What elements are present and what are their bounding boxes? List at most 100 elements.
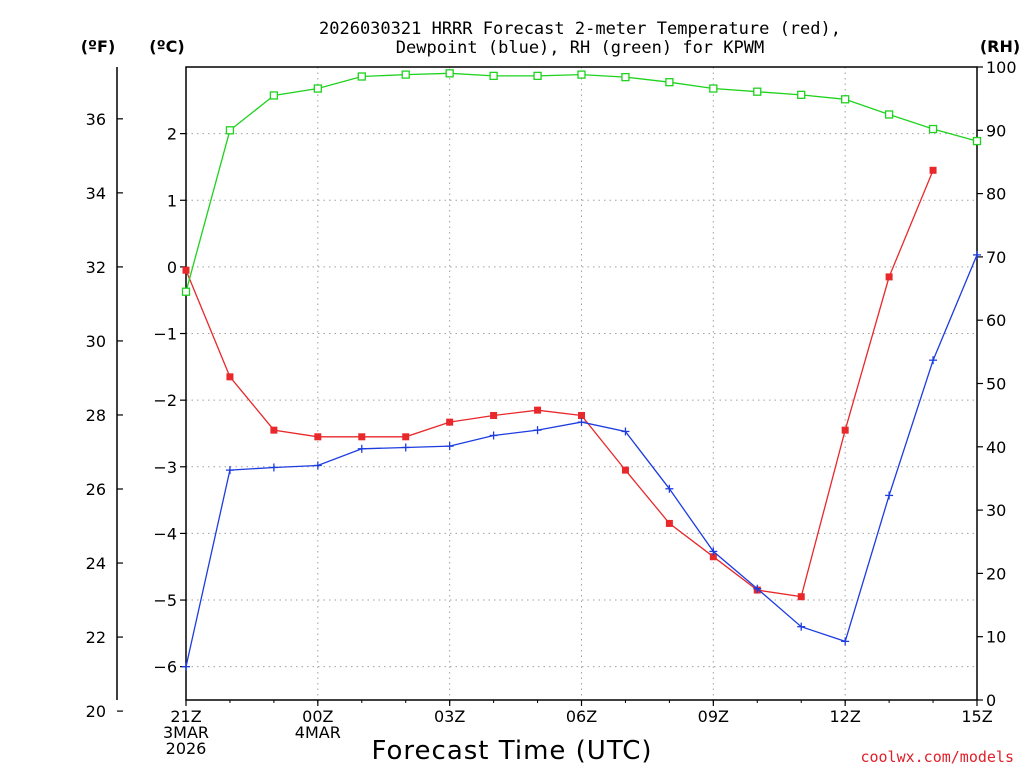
temperature-point (358, 433, 366, 441)
x-year-label: 2026 (166, 739, 207, 758)
rh-tick-label: 80 (986, 185, 1006, 204)
fahrenheit-tick-label: 22 (86, 628, 106, 647)
rh-point (709, 84, 718, 93)
dewpoint-point (841, 637, 850, 646)
rh-point (313, 84, 322, 93)
x-tick-label: 06Z (566, 707, 597, 726)
rh-point (665, 78, 674, 87)
dewpoint-point (665, 484, 674, 493)
temperature-point (841, 426, 849, 434)
rh-tick-label: 0 (986, 691, 996, 710)
temperature-point (490, 411, 498, 419)
dewpoint-point (621, 427, 630, 436)
celsius-tick-label: −6 (153, 658, 177, 677)
dewpoint-point (313, 461, 322, 470)
fahrenheit-unit-label: (ºF) (81, 37, 116, 56)
rh-tick-label: 90 (986, 121, 1006, 140)
celsius-tick-label: −4 (153, 524, 177, 543)
temperature-point (270, 426, 278, 434)
chart-subtitle: Dewpoint (blue), RH (green) for KPWM (396, 38, 764, 58)
rh-point (797, 90, 806, 100)
series-temperature (182, 166, 937, 601)
fahrenheit-tick-label: 26 (86, 480, 106, 499)
dewpoint-point (709, 547, 718, 556)
fahrenheit-tick-label: 32 (86, 258, 106, 277)
rh-tick-label: 50 (986, 375, 1006, 394)
rh-tick-label: 100 (986, 58, 1017, 77)
rh-tick-label: 10 (986, 628, 1006, 647)
dewpoint-point (401, 443, 410, 452)
dewpoint-point (577, 418, 586, 427)
fahrenheit-tick-label: 28 (86, 406, 106, 425)
dewpoint-point (929, 356, 938, 365)
rh-tick-label: 70 (986, 248, 1006, 267)
dewpoint-point (753, 584, 762, 593)
rh-point (928, 124, 938, 134)
x-tick-label: 00Z (302, 707, 333, 726)
fahrenheit-tick-label: 34 (86, 184, 106, 203)
rh-tick-label: 20 (986, 564, 1006, 583)
celsius-tick-label: 1 (167, 191, 177, 210)
temperature-point (402, 433, 410, 441)
rh-tick-label: 60 (986, 311, 1006, 330)
dewpoint-point (973, 250, 981, 259)
rh-point (533, 71, 542, 81)
tick-labels: −6 −5 −4 −3 −2 −1 0 1 2 20 22 24 26 28 30 32 34 36 0 10 20 30… (86, 58, 1017, 758)
dewpoint-point (182, 662, 190, 671)
dewpoint-point (533, 426, 542, 435)
temperature-point (446, 418, 454, 426)
x-tick-label: 12Z (830, 707, 861, 726)
temperature-point (709, 553, 717, 561)
fahrenheit-tick-label: 20 (86, 702, 106, 721)
temperature-point (226, 373, 234, 381)
dewpoint-point (797, 622, 806, 631)
rh-tick-label: 40 (986, 438, 1006, 457)
rh-point (753, 87, 762, 96)
celsius-unit-label: (ºC) (149, 37, 184, 56)
temperature-point (314, 433, 322, 441)
x-date-label: 3MAR (163, 723, 209, 742)
rh-point (489, 71, 498, 81)
series-dewpoint (182, 250, 981, 671)
rh-point (445, 69, 454, 78)
temperature-point (578, 411, 585, 419)
celsius-tick-label: 2 (167, 125, 177, 144)
rh-point (401, 70, 410, 79)
temperature-point (621, 466, 629, 474)
temperature-point (534, 406, 542, 414)
celsius-tick-label: −5 (153, 591, 177, 610)
dewpoint-point (489, 431, 498, 440)
x-tick-label: 15Z (961, 707, 992, 726)
axes (116, 66, 983, 712)
credit-text: coolwx.com/models (860, 748, 1014, 766)
x-tick-label: 03Z (434, 707, 465, 726)
temperature-point (182, 266, 190, 274)
rh-point (181, 287, 191, 296)
temperature-line (185, 170, 934, 598)
data-series (181, 69, 982, 671)
x-axis-label: Forecast Time (UTC) (371, 736, 652, 766)
rh-point (884, 110, 894, 119)
rh-point (972, 136, 982, 146)
celsius-tick-label: 0 (167, 258, 177, 277)
x-tick-label: 21Z (170, 707, 201, 726)
celsius-tick-label: −3 (153, 458, 177, 477)
grid-lines (186, 67, 977, 700)
temperature-point (797, 593, 805, 601)
rh-tick-label: 30 (986, 501, 1006, 520)
rh-point (841, 95, 850, 104)
rh-point (225, 126, 235, 135)
x-tick-label: 09Z (698, 707, 729, 726)
temperature-point (885, 273, 893, 281)
rh-unit-label: (RH) (980, 37, 1020, 56)
fahrenheit-tick-label: 30 (86, 332, 106, 351)
x-date-label: 4MAR (295, 723, 341, 742)
dewpoint-point (225, 466, 234, 475)
rh-point (269, 91, 279, 100)
temperature-point (665, 519, 673, 527)
dewpoint-point (269, 463, 278, 472)
celsius-tick-label: −1 (153, 325, 177, 344)
series-rh (181, 69, 982, 296)
dewpoint-point (885, 491, 894, 500)
